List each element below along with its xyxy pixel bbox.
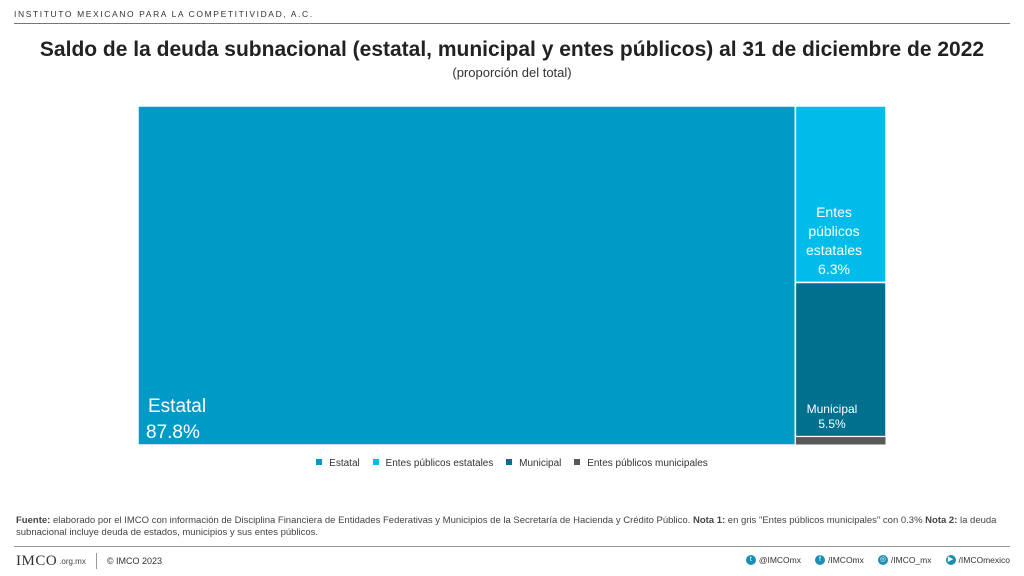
legend-item-entes-publicos-estatales: Entes públicos estatales xyxy=(372,458,494,469)
legend-label: Municipal xyxy=(519,458,562,469)
social-facebook[interactable]: f/IMCOmx xyxy=(815,555,864,565)
legend-item-entes-publicos-municipales: Entes públicos municipales xyxy=(574,458,708,469)
tile-label-entes-line1: Entes xyxy=(816,204,852,220)
tile-label-estatal: Estatal xyxy=(148,396,206,417)
fuente-label: Fuente: xyxy=(16,515,51,526)
legend-swatch xyxy=(574,459,581,465)
facebook-icon: f xyxy=(815,555,825,565)
legend-swatch xyxy=(506,459,513,465)
nota1-text: en gris "Entes públicos municipales" con… xyxy=(725,515,926,526)
organization-name: INSTITUTO MEXICANO PARA LA COMPETITIVIDA… xyxy=(14,9,314,19)
tile-entes-publicos-municipales xyxy=(794,436,887,446)
legend-item-municipal: Municipal xyxy=(506,458,561,469)
legend-label: Entes públicos estatales xyxy=(385,458,494,469)
legend-swatch xyxy=(316,459,323,465)
social-instagram[interactable]: ◎/IMCO_mx xyxy=(877,555,932,565)
legend-swatch xyxy=(372,459,379,465)
legend-label: Entes públicos municipales xyxy=(587,458,708,469)
copyright: © IMCO 2023 xyxy=(106,556,162,566)
social-links: t @IMCOmx f/IMCOmx ◎/IMCO_mx ▶/IMCOmexico xyxy=(745,555,1010,565)
twitter-icon: t xyxy=(745,555,756,565)
footer-separator xyxy=(95,553,97,569)
source-notes: Fuente: elaborado por el IMCO con inform… xyxy=(16,515,1006,539)
tile-value-municipal: 5.5% xyxy=(818,417,846,431)
footer-divider xyxy=(14,546,1010,547)
fuente-text: elaborado por el IMCO con información de… xyxy=(50,515,693,526)
tile-label-entes-line2: públicos xyxy=(808,223,859,239)
header-divider xyxy=(14,23,1010,24)
tile-value-estatal: 87.8% xyxy=(146,422,200,443)
social-youtube[interactable]: ▶/IMCOmexico xyxy=(945,555,1010,565)
footer-branding: IMCO .org.mx © IMCO 2023 xyxy=(16,553,162,569)
social-handle: /IMCO_mx xyxy=(890,555,932,565)
chart-title: Saldo de la deuda subnacional (estatal, … xyxy=(39,38,985,61)
social-handle: /IMCOmexico xyxy=(958,555,1010,565)
tile-entes-publicos-estatales xyxy=(794,105,887,284)
youtube-icon: ▶ xyxy=(945,555,956,565)
legend-label: Estatal xyxy=(329,458,360,469)
tile-label-entes-line3: estatales xyxy=(806,242,862,258)
social-twitter[interactable]: t @IMCOmx xyxy=(745,555,801,565)
social-handle: @IMCOmx xyxy=(758,555,801,565)
tile-label-municipal: Municipal xyxy=(807,402,858,416)
legend-item-estatal: Estatal xyxy=(316,458,360,469)
nota1-label: Nota 1: xyxy=(692,515,726,526)
instagram-icon: ◎ xyxy=(877,555,888,565)
tile-value-entes: 6.3% xyxy=(818,261,850,277)
chart-subtitle: (proporción del total) xyxy=(452,65,572,80)
nota2-text: la deuda subnacional incluye deuda de es… xyxy=(16,515,997,538)
imco-logo: IMCO xyxy=(16,552,58,569)
tile-estatal xyxy=(137,105,797,446)
chart-legend: Estatal Entes públicos estatales Municip… xyxy=(0,458,1024,469)
social-handle: /IMCOmx xyxy=(828,555,864,565)
logo-domain: .org.mx xyxy=(59,556,86,566)
nota2-label: Nota 2: xyxy=(925,515,958,526)
